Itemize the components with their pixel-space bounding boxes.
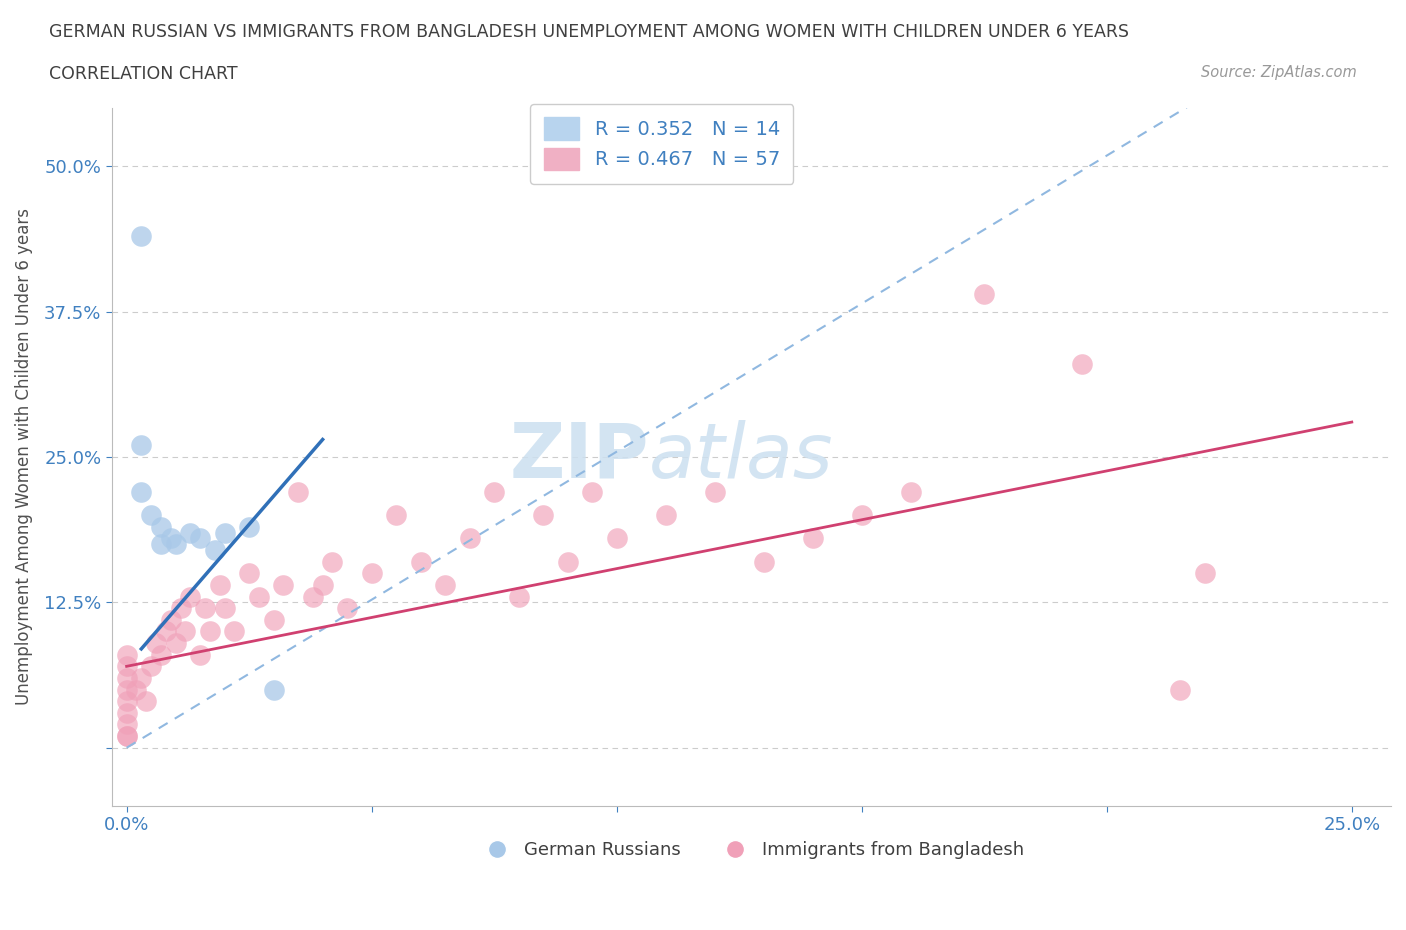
Text: GERMAN RUSSIAN VS IMMIGRANTS FROM BANGLADESH UNEMPLOYMENT AMONG WOMEN WITH CHILD: GERMAN RUSSIAN VS IMMIGRANTS FROM BANGLA… (49, 23, 1129, 41)
Point (557, 554, 579, 569)
Point (482, 485, 505, 499)
Point (273, 578, 295, 592)
Point (198, 624, 221, 639)
Point (169, 601, 191, 616)
Point (194, 601, 217, 616)
Point (752, 554, 775, 569)
Point (801, 531, 824, 546)
Point (531, 508, 554, 523)
Point (606, 531, 628, 546)
Text: ZIP: ZIP (509, 420, 650, 494)
Point (115, 671, 138, 685)
Point (155, 624, 177, 639)
Point (247, 589, 270, 604)
Point (263, 683, 285, 698)
Point (508, 589, 530, 604)
Point (174, 624, 197, 639)
Point (214, 525, 236, 540)
Point (131, 671, 153, 685)
Point (149, 519, 172, 534)
Point (238, 519, 260, 534)
Point (360, 565, 382, 580)
Point (115, 729, 138, 744)
Point (188, 531, 211, 546)
Point (973, 286, 995, 301)
Text: CORRELATION CHART: CORRELATION CHART (49, 65, 238, 83)
Point (131, 485, 153, 499)
Point (115, 717, 138, 732)
Point (159, 531, 181, 546)
Point (115, 706, 138, 721)
Point (434, 578, 457, 592)
Point (1071, 356, 1094, 371)
Point (703, 485, 725, 499)
Point (654, 508, 676, 523)
Point (131, 229, 153, 244)
Point (115, 694, 138, 709)
Y-axis label: Unemployment Among Women with Children Under 6 years: Unemployment Among Women with Children U… (15, 208, 32, 706)
Point (458, 531, 481, 546)
Point (336, 601, 359, 616)
Point (179, 589, 201, 604)
Point (135, 694, 157, 709)
Point (851, 508, 873, 523)
Point (188, 647, 211, 662)
Point (385, 508, 408, 523)
Point (159, 612, 181, 627)
Point (208, 578, 231, 592)
Point (115, 647, 138, 662)
Point (165, 635, 187, 650)
Point (125, 683, 148, 698)
Point (409, 554, 432, 569)
Point (311, 578, 333, 592)
Point (149, 537, 172, 551)
Point (224, 624, 246, 639)
Point (238, 565, 260, 580)
Point (581, 485, 603, 499)
Text: Source: ZipAtlas.com: Source: ZipAtlas.com (1201, 65, 1357, 80)
Point (131, 438, 153, 453)
Point (214, 601, 236, 616)
Point (165, 537, 187, 551)
Point (139, 508, 162, 523)
Point (321, 554, 343, 569)
Point (287, 485, 309, 499)
Legend: German Russians, Immigrants from Bangladesh: German Russians, Immigrants from Banglad… (471, 834, 1032, 867)
Point (1168, 683, 1191, 698)
Point (179, 525, 201, 540)
Point (204, 542, 226, 557)
Point (115, 683, 138, 698)
Point (900, 485, 922, 499)
Point (263, 612, 285, 627)
Point (115, 658, 138, 673)
Point (139, 658, 162, 673)
Point (115, 729, 138, 744)
Text: atlas: atlas (650, 420, 834, 494)
Point (149, 647, 172, 662)
Point (145, 635, 167, 650)
Point (301, 589, 323, 604)
Point (1194, 565, 1216, 580)
